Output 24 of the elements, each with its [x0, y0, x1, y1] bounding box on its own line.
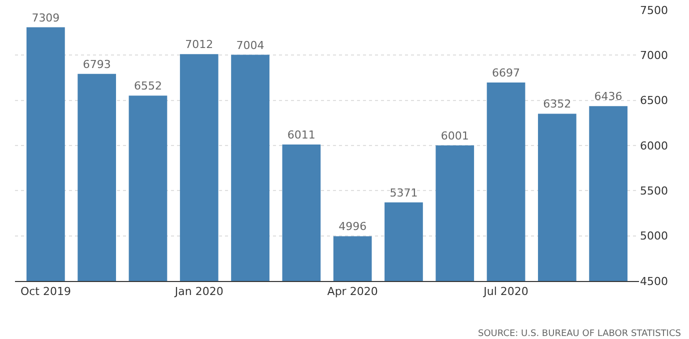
- data-label: 6552: [134, 80, 162, 93]
- x-tick-label: Apr 2020: [327, 285, 378, 298]
- y-tick-label: 7000: [640, 49, 668, 62]
- data-label: 6436: [594, 90, 622, 104]
- y-tick-label: 7500: [640, 4, 668, 17]
- data-label: 6697: [492, 66, 520, 80]
- data-label: 6001: [440, 129, 469, 142]
- y-tick-label: 6500: [640, 94, 668, 108]
- y-tick-label: 4500: [640, 274, 668, 288]
- y-tick-label: 5000: [640, 230, 668, 243]
- data-label: 7004: [236, 38, 264, 52]
- data-label: 6793: [82, 58, 111, 71]
- data-label: 5371: [390, 186, 418, 200]
- source-note: SOURCE: U.S. BUREAU OF LABOR STATISTICS: [478, 329, 682, 339]
- data-label: 4996: [338, 220, 367, 234]
- data-label: 6011: [287, 128, 316, 142]
- data-label: 7309: [32, 11, 60, 24]
- x-tick-label: Jan 2020: [174, 285, 224, 298]
- y-tick-label: 5500: [640, 184, 668, 198]
- x-tick-label: Jul 2020: [482, 285, 528, 298]
- data-label: 6352: [543, 98, 572, 111]
- data-label: 7012: [185, 38, 214, 52]
- y-tick-label: 6000: [640, 139, 668, 152]
- x-tick-label: Oct 2019: [20, 285, 71, 298]
